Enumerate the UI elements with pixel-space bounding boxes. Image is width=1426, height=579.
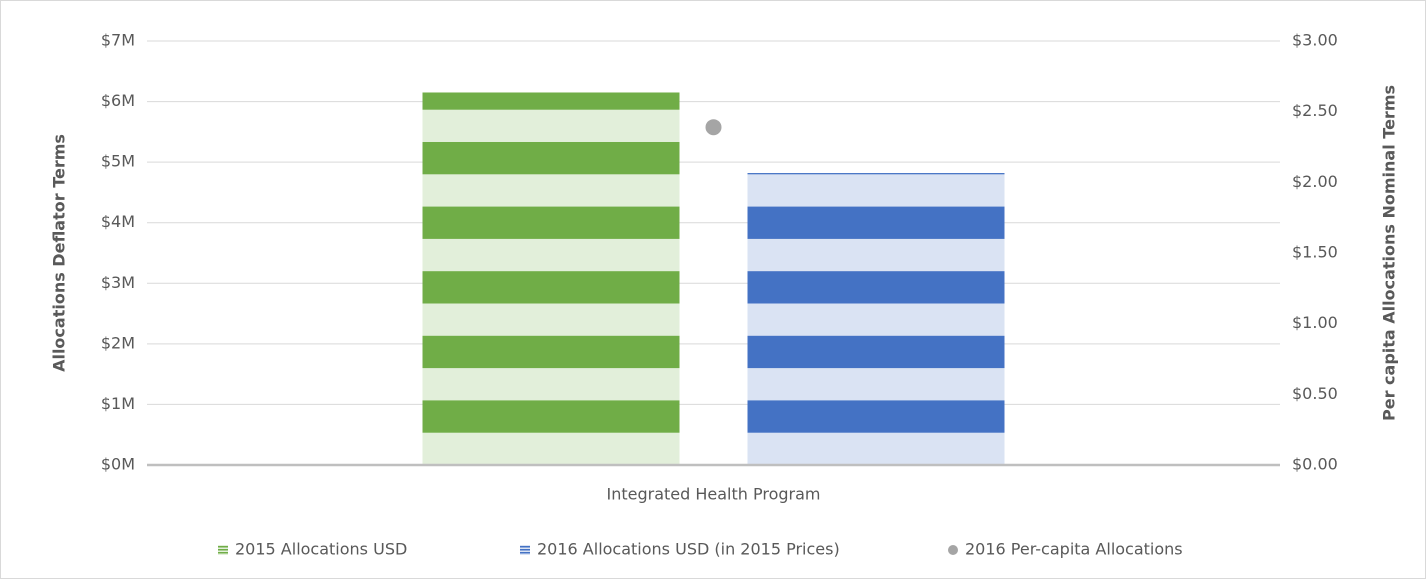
- y2-axis-title: Per capita Allocations Nominal Terms: [1380, 85, 1399, 421]
- y-tick-label: $0M: [101, 455, 135, 474]
- legend-label: 2015 Allocations USD: [235, 540, 407, 559]
- legend-marker: [948, 545, 958, 555]
- legend-marker: [520, 545, 530, 555]
- legend-label: 2016 Per-capita Allocations: [965, 540, 1183, 559]
- y2-tick-label: $3.00: [1292, 31, 1338, 50]
- y2-tick-label: $0.50: [1292, 384, 1338, 403]
- y-tick-label: $6M: [101, 91, 135, 110]
- y2-tick-label: $2.50: [1292, 101, 1338, 120]
- y-tick-label: $2M: [101, 333, 135, 352]
- y2-tick-label: $0.00: [1292, 455, 1338, 474]
- y-tick-label: $4M: [101, 212, 135, 231]
- y2-tick-label: $2.00: [1292, 172, 1338, 191]
- y2-tick-label: $1.50: [1292, 243, 1338, 262]
- y-tick-label: $3M: [101, 273, 135, 292]
- y-tick-label: $7M: [101, 31, 135, 50]
- bar: [422, 92, 680, 465]
- y-axis-title: Allocations Deflator Terms: [50, 134, 69, 372]
- bar: [747, 173, 1005, 465]
- y-tick-label: $1M: [101, 394, 135, 413]
- legend-label: 2016 Allocations USD (in 2015 Prices): [537, 540, 840, 559]
- legend-marker: [218, 545, 228, 555]
- scatter-point: [705, 119, 722, 136]
- y-tick-label: $5M: [101, 152, 135, 171]
- x-tick-label: Integrated Health Program: [606, 485, 820, 504]
- y2-tick-label: $1.00: [1292, 313, 1338, 332]
